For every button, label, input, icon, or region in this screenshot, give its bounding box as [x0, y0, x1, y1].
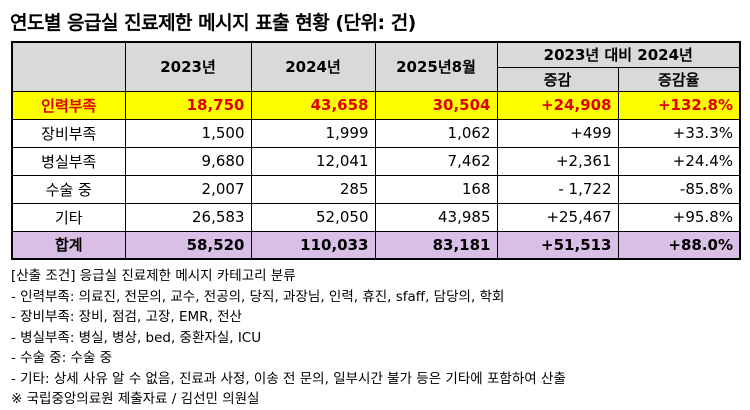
header-rate: 증감율 [617, 66, 741, 92]
table-row: 병실부족 9,680 12,041 7,462 +2,361 +24.4% [11, 146, 741, 176]
cell-2025: 43,985 [374, 202, 498, 232]
table-row: 장비부족 1,500 1,999 1,062 +499 +33.3% [11, 118, 741, 148]
row-label: 기타 [11, 202, 126, 232]
cell-2023: 2,007 [124, 174, 252, 204]
table-row: 인력부족 18,750 43,658 30,504 +24,908 +132.8… [11, 90, 741, 120]
row-label: 인력부족 [11, 90, 126, 120]
note-line: - 장비부족: 장비, 점검, 고장, EMR, 전산 [11, 309, 242, 325]
header-2025: 2025년8월 [374, 41, 498, 92]
cell-rate: -85.8% [617, 174, 741, 204]
cell-rate: +88.0% [617, 230, 741, 260]
cell-2024: 52,050 [250, 202, 376, 232]
header-blank [11, 41, 126, 92]
cell-2024: 43,658 [250, 90, 376, 120]
note-line: [산출 조건] 응급실 진료제한 메시지 카테고리 분류 [11, 268, 296, 284]
cell-2023: 26,583 [124, 202, 252, 232]
header-change: 증감 [496, 66, 619, 92]
row-label: 장비부족 [11, 118, 126, 148]
table-row: 수술 중 2,007 285 168 - 1,722 -85.8% [11, 174, 741, 204]
row-label: 병실부족 [11, 146, 126, 176]
cell-2023: 9,680 [124, 146, 252, 176]
cell-2025: 1,062 [374, 118, 498, 148]
cell-rate: +95.8% [617, 202, 741, 232]
cell-change: +2,361 [496, 146, 619, 176]
cell-2024: 285 [250, 174, 376, 204]
cell-2023: 18,750 [124, 90, 252, 120]
cell-2024: 12,041 [250, 146, 376, 176]
total-row: 합계 58,520 110,033 83,181 +51,513 +88.0% [11, 230, 741, 260]
cell-2025: 7,462 [374, 146, 498, 176]
cell-change: +24,908 [496, 90, 619, 120]
cell-rate: +33.3% [617, 118, 741, 148]
cell-2023: 1,500 [124, 118, 252, 148]
table-row: 기타 26,583 52,050 43,985 +25,467 +95.8% [11, 202, 741, 232]
note-line: - 수술 중: 수술 중 [11, 350, 113, 366]
cell-change: - 1,722 [496, 174, 619, 204]
cell-2023: 58,520 [124, 230, 252, 260]
cell-2024: 1,999 [250, 118, 376, 148]
stats-table: 2023년 2024년 2025년8월 2023년 대비 2024년 증감 증감… [11, 41, 741, 260]
note-line: - 인력부족: 의료진, 전문의, 교수, 전공의, 당직, 과장님, 인력, … [11, 288, 505, 305]
cell-2025: 168 [374, 174, 498, 204]
note-line: - 기타: 상세 사유 알 수 없음, 진료과 사정, 이송 전 문의, 일부시… [11, 370, 566, 387]
header-2023: 2023년 [124, 41, 252, 92]
source-line: ※ 국립중앙의료원 제출자료 / 김선민 의원실 [11, 391, 260, 407]
cell-change: +25,467 [496, 202, 619, 232]
header-compare: 2023년 대비 2024년 [496, 41, 741, 68]
note-line: - 병실부족: 병실, 병상, bed, 중환자실, ICU [11, 329, 262, 346]
row-label: 수술 중 [11, 174, 126, 204]
cell-change: +499 [496, 118, 619, 148]
header-2024: 2024년 [250, 41, 376, 92]
cell-2024: 110,033 [250, 230, 376, 260]
cell-rate: +132.8% [617, 90, 741, 120]
cell-change: +51,513 [496, 230, 619, 260]
cell-rate: +24.4% [617, 146, 741, 176]
footnotes: [산출 조건] 응급실 진료제한 메시지 카테고리 분류 - 인력부족: 의료진… [11, 266, 566, 410]
cell-2025: 83,181 [374, 230, 498, 260]
row-label: 합계 [11, 230, 126, 260]
page-title: 연도별 응급실 진료제한 메시지 표출 현황 (단위: 건) [10, 12, 416, 34]
cell-2025: 30,504 [374, 90, 498, 120]
